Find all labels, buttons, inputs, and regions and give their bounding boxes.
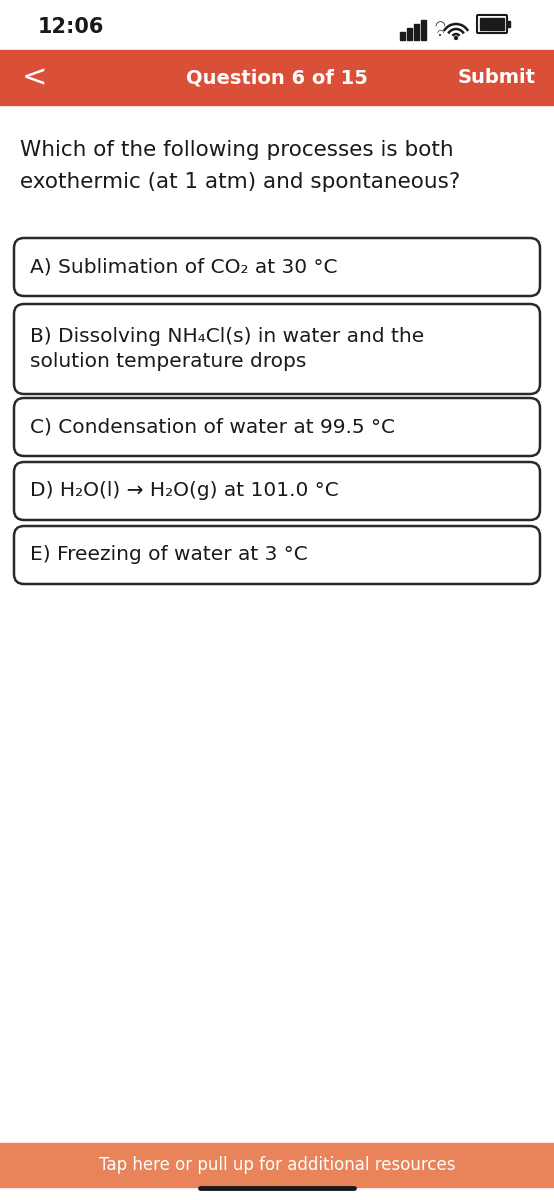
Text: 12:06: 12:06 [38,17,104,37]
Text: A) Sublimation of CO₂ at 30 °C: A) Sublimation of CO₂ at 30 °C [30,258,337,276]
Text: Submit: Submit [458,68,536,86]
Text: •: • [438,32,442,38]
Text: exothermic (at 1 atm) and spontaneous?: exothermic (at 1 atm) and spontaneous? [20,172,460,192]
Bar [414,24,419,40]
Bar [0,0,554,50]
FancyBboxPatch shape [14,398,540,456]
Text: D) H₂O(l) → H₂O(g) at 101.0 °C: D) H₂O(l) → H₂O(g) at 101.0 °C [30,481,338,500]
Text: Which of the following processes is both: Which of the following processes is both [20,140,454,160]
Text: E) Freezing of water at 3 °C: E) Freezing of water at 3 °C [30,546,308,564]
Text: <: < [22,62,48,92]
Bar [421,20,426,40]
Text: B) Dissolving NH₄Cl(s) in water and the
solution temperature drops: B) Dissolving NH₄Cl(s) in water and the … [30,326,424,371]
Bar [400,32,405,40]
FancyBboxPatch shape [14,462,540,520]
Text: ◠: ◠ [437,28,444,36]
Bar [407,28,412,40]
Circle shape [454,36,458,40]
Bar [480,18,504,30]
Bar [0,1142,554,1187]
FancyBboxPatch shape [14,304,540,394]
Text: C) Condensation of water at 99.5 °C: C) Condensation of water at 99.5 °C [30,418,395,437]
Bar [507,20,510,26]
FancyBboxPatch shape [14,238,540,296]
Text: Tap here or pull up for additional resources: Tap here or pull up for additional resou… [99,1156,455,1174]
FancyBboxPatch shape [14,526,540,584]
Text: ◠: ◠ [434,20,445,34]
Bar [0,50,554,104]
Text: Question 6 of 15: Question 6 of 15 [186,68,368,86]
